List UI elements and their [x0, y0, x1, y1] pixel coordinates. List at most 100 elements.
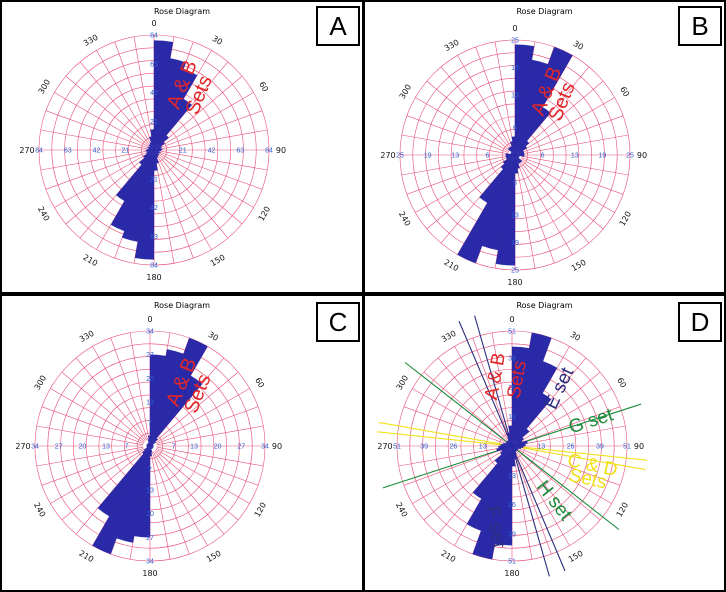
- radial-tick-label: 19: [599, 153, 607, 160]
- grid-spoke: [159, 75, 243, 146]
- panel-title: Rose Diagram: [516, 301, 573, 310]
- rose-petal: [466, 445, 513, 531]
- angle-label: 210: [81, 253, 99, 268]
- radial-tick-label: 13: [451, 153, 459, 160]
- radial-tick-label: 7: [172, 444, 176, 451]
- rose-petal: [511, 136, 516, 156]
- grid-spoke: [50, 449, 145, 504]
- angle-label: 120: [618, 210, 633, 228]
- rose-petal: [514, 140, 530, 156]
- rose-petal: [153, 135, 169, 151]
- angle-label: 300: [395, 374, 410, 392]
- grid-spoke: [521, 157, 624, 195]
- grid-spoke: [512, 452, 533, 560]
- grid-spoke: [160, 150, 268, 171]
- radial-tick-label: 84: [265, 148, 273, 155]
- grid-spoke: [156, 156, 194, 259]
- angle-label: 0: [151, 19, 156, 28]
- rose-petal: [500, 154, 516, 170]
- rose-panel-a: 21 21 21 21 42 42 42 42 63 63 63 63 84 84 84 84 0 30 60 90 1…: [2, 2, 362, 292]
- grid-spoke: [36, 446, 144, 467]
- rose-petal: [92, 445, 151, 555]
- grid-spoke: [518, 448, 621, 486]
- angle-label: 150: [205, 549, 223, 564]
- radial-tick-label: 21: [121, 148, 129, 155]
- radial-tick-label: 6: [513, 180, 517, 187]
- radial-tick-label: 51: [393, 444, 401, 451]
- grid-spoke: [36, 425, 144, 446]
- rose-petal: [457, 154, 516, 264]
- radial-tick-label: 13: [571, 153, 579, 160]
- radial-tick-label: 63: [150, 61, 158, 68]
- angle-label: 120: [257, 205, 272, 223]
- radial-tick-label: 27: [237, 444, 245, 451]
- rose-petal: [153, 148, 163, 151]
- grid-spoke: [403, 448, 506, 486]
- rose-petal: [110, 149, 155, 232]
- grid-spoke: [156, 425, 264, 446]
- angle-label: 60: [618, 85, 631, 98]
- grid-spoke: [423, 450, 507, 521]
- grid-spoke: [157, 155, 212, 250]
- angle-label: 240: [394, 501, 409, 519]
- angle-label: 270: [377, 442, 392, 451]
- rose-panel-d: 13 13 13 13 26 26 26 26 39 39 39 39 51 51 51 51 0 30 60 90 1…: [365, 296, 724, 590]
- grid-spoke: [517, 450, 601, 521]
- grid-spoke: [494, 41, 515, 149]
- grid-spoke: [152, 452, 190, 555]
- radial-tick-label: 26: [508, 502, 516, 509]
- rose-petal: [145, 149, 155, 152]
- radial-tick-label: 13: [146, 400, 154, 407]
- panel-title: Rose Diagram: [516, 7, 573, 16]
- grid-spoke: [454, 346, 509, 441]
- angle-label: 300: [398, 83, 413, 101]
- panel-letter: A: [316, 6, 360, 46]
- radial-tick-label: 63: [64, 148, 72, 155]
- grid-spoke: [520, 159, 604, 230]
- radial-tick-label: 25: [626, 153, 634, 160]
- rose-petal: [511, 393, 552, 447]
- angle-label: 90: [634, 442, 644, 451]
- rose-petal: [511, 443, 526, 447]
- radial-tick-label: 26: [508, 385, 516, 392]
- angle-label: 180: [504, 569, 519, 578]
- angle-label: 120: [253, 501, 268, 519]
- grid-spoke: [41, 448, 144, 486]
- grid-spoke: [65, 154, 149, 225]
- radial-tick-label: 84: [150, 33, 158, 40]
- radial-tick-label: 7: [148, 420, 152, 427]
- rose-petal: [511, 437, 524, 447]
- radial-tick-label: 34: [146, 329, 154, 336]
- radial-tick-label: 20: [146, 511, 154, 518]
- rose-petal: [149, 438, 158, 447]
- radial-tick-label: 51: [508, 559, 516, 566]
- angle-label: 240: [397, 210, 412, 228]
- angle-label: 30: [211, 34, 224, 47]
- grid-spoke: [45, 152, 148, 190]
- radial-tick-label: 63: [236, 148, 244, 155]
- grid-spoke: [156, 406, 259, 444]
- rose-petal: [511, 332, 552, 447]
- grid-spoke: [160, 110, 263, 148]
- grid-spoke: [156, 446, 264, 467]
- grid-spoke: [515, 161, 536, 269]
- rose-petal: [498, 445, 513, 449]
- grid-spoke: [518, 160, 573, 255]
- grid-spoke: [92, 346, 147, 441]
- grid-spoke: [412, 449, 507, 504]
- radial-tick-label: 51: [623, 444, 631, 451]
- angle-label: 210: [77, 549, 95, 564]
- grid-spoke: [520, 80, 604, 151]
- grid-spoke: [54, 92, 149, 147]
- radial-tick-label: 6: [541, 153, 545, 160]
- grid-spoke: [415, 97, 510, 152]
- grid-spoke: [406, 115, 509, 153]
- grid-spoke: [518, 406, 621, 444]
- radial-tick-label: 13: [190, 444, 198, 451]
- grid-spoke: [521, 115, 624, 153]
- radial-tick-label: 39: [420, 444, 428, 451]
- angle-label: 270: [380, 151, 395, 160]
- grid-spoke: [412, 388, 507, 443]
- grid-spoke: [154, 156, 175, 264]
- grid-spoke: [96, 50, 151, 145]
